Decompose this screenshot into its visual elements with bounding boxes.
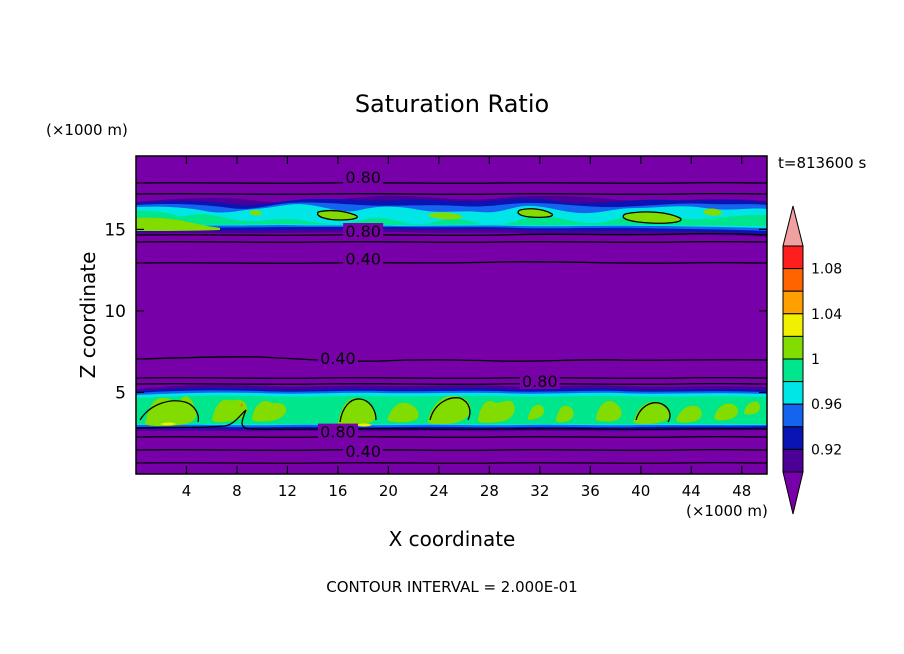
colorbar-segment [782, 245, 804, 270]
y-tick-label: 15 [104, 220, 126, 240]
colorbar-segment [782, 448, 804, 473]
contour-label: 0.40 [320, 349, 356, 368]
contour-label-bg [317, 350, 358, 367]
contour-label-bg [343, 223, 384, 240]
x-tick-label: 8 [232, 482, 242, 500]
colorbar-segment [782, 290, 804, 315]
colorbar-label: 1.04 [811, 307, 842, 323]
colorbar-segment [782, 268, 804, 292]
colorbar-segment [782, 426, 804, 450]
lower-cloud-layer [136, 385, 767, 432]
contour-labels: 0.800.800.400.400.800.800.40 [317, 168, 560, 461]
contour-label-bg [519, 373, 560, 390]
colorbar-label: 0.96 [811, 397, 842, 413]
colorbar-top-arrow [782, 205, 804, 247]
x-tick-label: 16 [328, 482, 347, 500]
contour-label-bg [343, 169, 384, 186]
contour-label: 0.40 [345, 250, 381, 269]
y-axis-label: Z coordinate [76, 252, 100, 379]
x-unit-label: (×1000 m) [686, 502, 768, 520]
colorbar-segment [782, 335, 804, 360]
colorbar-label: 0.92 [811, 442, 842, 458]
contour-label: 0.80 [345, 222, 381, 241]
chart-title: Saturation Ratio [355, 90, 549, 118]
contour-label: 0.80 [345, 168, 381, 187]
contour-label-bg [343, 250, 384, 267]
contour-label: 0.40 [345, 442, 381, 461]
y-axis-ticks: 5 10 15 [104, 220, 767, 403]
x-tick-label: 48 [732, 482, 751, 500]
x-axis-label: X coordinate [389, 527, 516, 551]
x-tick-label: 44 [682, 482, 701, 500]
colorbar-segment [782, 403, 804, 428]
contour-label: 0.80 [522, 372, 558, 391]
colorbar-label: 1 [811, 352, 820, 368]
colorbar-bottom-arrow [782, 471, 804, 515]
x-tick-label: 4 [182, 482, 192, 500]
x-tick-label: 28 [480, 482, 499, 500]
saturation-field: 0.800.800.400.400.800.800.40 [136, 156, 767, 474]
y-tick-label: 5 [115, 383, 126, 403]
colorbar-segment [782, 381, 804, 405]
x-axis-ticks: 4 8 12 16 20 24 28 32 36 40 44 48 [182, 156, 751, 500]
upper-cloud-layer [136, 195, 767, 237]
contour-label-bg [343, 443, 384, 460]
x-tick-label: 36 [581, 482, 600, 500]
y-unit-label: (×1000 m) [46, 121, 128, 139]
x-tick-label: 20 [379, 482, 398, 500]
contour-interval-note: CONTOUR INTERVAL = 2.000E-01 [326, 578, 577, 596]
colorbar: 0.92 0.96 1 1.04 1.08 [782, 205, 842, 515]
x-tick-label: 24 [429, 482, 448, 500]
y-tick-label: 10 [104, 302, 126, 322]
contour-label: 0.80 [320, 423, 356, 442]
time-label: t=813600 s [778, 154, 866, 172]
colorbar-segment [782, 313, 804, 337]
colorbar-segment [782, 358, 804, 383]
colorbar-label: 1.08 [811, 262, 842, 278]
contour-label-bg [317, 423, 358, 440]
x-tick-label: 12 [278, 482, 297, 500]
x-tick-label: 40 [631, 482, 650, 500]
x-tick-label: 32 [530, 482, 549, 500]
plot-frame [135, 155, 768, 475]
